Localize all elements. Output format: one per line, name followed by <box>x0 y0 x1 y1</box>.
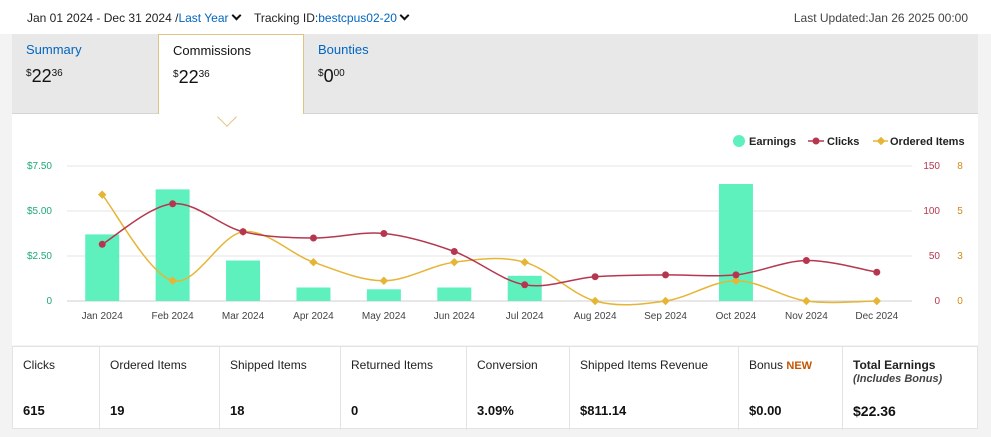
clicks-point <box>380 230 388 237</box>
earnings-legend-icon <box>733 135 745 147</box>
top-bar: Jan 01 2024 - Dec 31 2024 /Last Year Tra… <box>0 0 991 34</box>
ordered-items-legend-icon <box>876 136 886 146</box>
clicks-point <box>591 273 599 281</box>
tab-commissions[interactable]: Commissions $2236 <box>158 34 304 120</box>
clicks-point <box>450 248 458 255</box>
earnings-tabs: Summary $2236 Commissions $2236 Bounties… <box>12 34 978 120</box>
x-tick-label: Sep 2024 <box>644 311 687 322</box>
stat-bonus: Bonus NEW $0.00 <box>739 347 843 430</box>
x-tick-label: Jun 2024 <box>434 311 476 322</box>
stat-shipped-revenue: Shipped Items Revenue $811.14 <box>570 347 739 430</box>
stat-total-earnings: Total Earnings (Includes Bonus) $22.36 <box>853 358 943 419</box>
x-tick-label: May 2024 <box>362 311 406 322</box>
tab-commissions-amount: $2236 <box>173 67 210 87</box>
clicks-legend-icon <box>812 137 820 145</box>
ordered-items-point <box>520 257 529 267</box>
stat-bonus-label: Bonus <box>749 358 784 372</box>
clicks-point <box>169 200 177 208</box>
last-updated: Last Updated:Jan 26 2025 00:00 <box>793 11 968 25</box>
tab-bounties-label[interactable]: Bounties <box>318 42 369 57</box>
y-right-clicks-tick-label: 150 <box>923 161 940 172</box>
stats-bar: Clicks 615 Ordered Items 19 Shipped Item… <box>12 346 978 430</box>
y-right-clicks-tick-label: 0 <box>934 296 940 307</box>
x-tick-label: Feb 2024 <box>151 311 194 322</box>
tab-bounties-amount: $000 <box>318 66 345 86</box>
new-badge: NEW <box>786 360 813 372</box>
x-tick-label: Mar 2024 <box>222 311 265 322</box>
clicks-point <box>98 240 106 248</box>
ordered-items-point <box>731 276 741 285</box>
tab-summary-amount: $2236 <box>26 66 63 86</box>
clicks-point <box>873 268 881 276</box>
stat-shipped-items: Shipped Items 18 <box>220 347 341 430</box>
x-tick-label: Aug 2024 <box>574 311 617 322</box>
ordered-items-point <box>450 257 459 267</box>
tab-bounties[interactable]: Bounties $000 <box>304 34 450 114</box>
tab-summary[interactable]: Summary $2236 <box>12 34 158 114</box>
ordered-items-point <box>661 296 670 306</box>
legend-earnings: Earnings <box>749 136 796 148</box>
clicks-point <box>239 228 247 236</box>
tab-commissions-label[interactable]: Commissions <box>173 43 252 58</box>
earnings-bar <box>437 287 472 301</box>
ordered-items-point <box>309 257 318 267</box>
earnings-bar <box>296 287 331 301</box>
x-tick-label: Jul 2024 <box>506 311 544 322</box>
y-right-items-tick-label: 3 <box>957 251 963 262</box>
y-left-tick-label: 0 <box>46 296 52 307</box>
stat-returned-items: Returned Items 0 <box>341 347 467 430</box>
earnings-chart: 0 0 0 $2.50 50 3 $5.00 100 5 $7.50 150 8 Jan 2024 Feb… <box>27 135 965 322</box>
y-left-tick-label: $2.50 <box>27 251 52 262</box>
date-range: Jan 01 2024 - Dec 31 2024 / <box>27 11 179 25</box>
clicks-point <box>662 271 670 279</box>
y-right-items-tick-label: 0 <box>957 296 963 307</box>
legend-ordered-items: Ordered Items <box>890 136 965 148</box>
stat-ordered-items: Ordered Items 19 <box>100 347 220 430</box>
earnings-chart-panel: 0 0 0 $2.50 50 3 $5.00 100 5 $7.50 150 8 Jan 2024 Feb… <box>12 114 978 345</box>
earnings-bar <box>507 275 542 301</box>
ordered-items-point <box>379 276 389 285</box>
chevron-down-icon[interactable] <box>231 10 241 21</box>
clicks-point <box>802 257 810 264</box>
earnings-bar <box>366 289 401 301</box>
ordered-items-point <box>872 296 882 306</box>
ordered-items-point <box>802 296 811 306</box>
tracking-label: Tracking ID: <box>254 11 319 25</box>
y-right-items-tick-label: 8 <box>957 161 963 172</box>
period-dropdown[interactable]: Last Year <box>178 11 229 25</box>
tracking-id-value[interactable]: bestcpus02-20 <box>318 11 397 25</box>
y-right-clicks-tick-label: 100 <box>923 206 940 217</box>
clicks-point <box>309 234 317 242</box>
date-range-text: Jan 01 2024 - Dec 31 2024 /Last Year <box>27 10 241 25</box>
stat-conversion: Conversion 3.09% <box>467 347 570 430</box>
ordered-items-point <box>168 276 177 285</box>
legend-clicks: Clicks <box>827 136 859 148</box>
stat-clicks: Clicks 615 <box>13 347 100 430</box>
clicks-point <box>732 271 740 279</box>
earnings-bar <box>226 260 261 301</box>
x-tick-label: Jan 2024 <box>82 311 124 322</box>
ordered-items-point <box>590 296 600 306</box>
clicks-point <box>521 281 529 289</box>
tab-summary-label[interactable]: Summary <box>26 42 82 57</box>
x-tick-label: Dec 2024 <box>855 311 898 322</box>
chevron-down-icon[interactable] <box>399 10 410 21</box>
x-tick-label: Apr 2024 <box>293 311 334 322</box>
y-right-items-tick-label: 5 <box>957 206 963 217</box>
y-left-tick-label: $7.50 <box>27 161 52 172</box>
x-tick-label: Oct 2024 <box>716 311 757 322</box>
ordered-items-point <box>97 190 107 199</box>
tracking-id-selector[interactable]: Tracking ID:bestcpus02-20 <box>254 10 410 25</box>
y-right-clicks-tick-label: 50 <box>929 251 941 262</box>
y-left-tick-label: $5.00 <box>27 206 52 217</box>
x-tick-label: Nov 2024 <box>785 311 828 322</box>
clicks-line <box>101 203 877 287</box>
